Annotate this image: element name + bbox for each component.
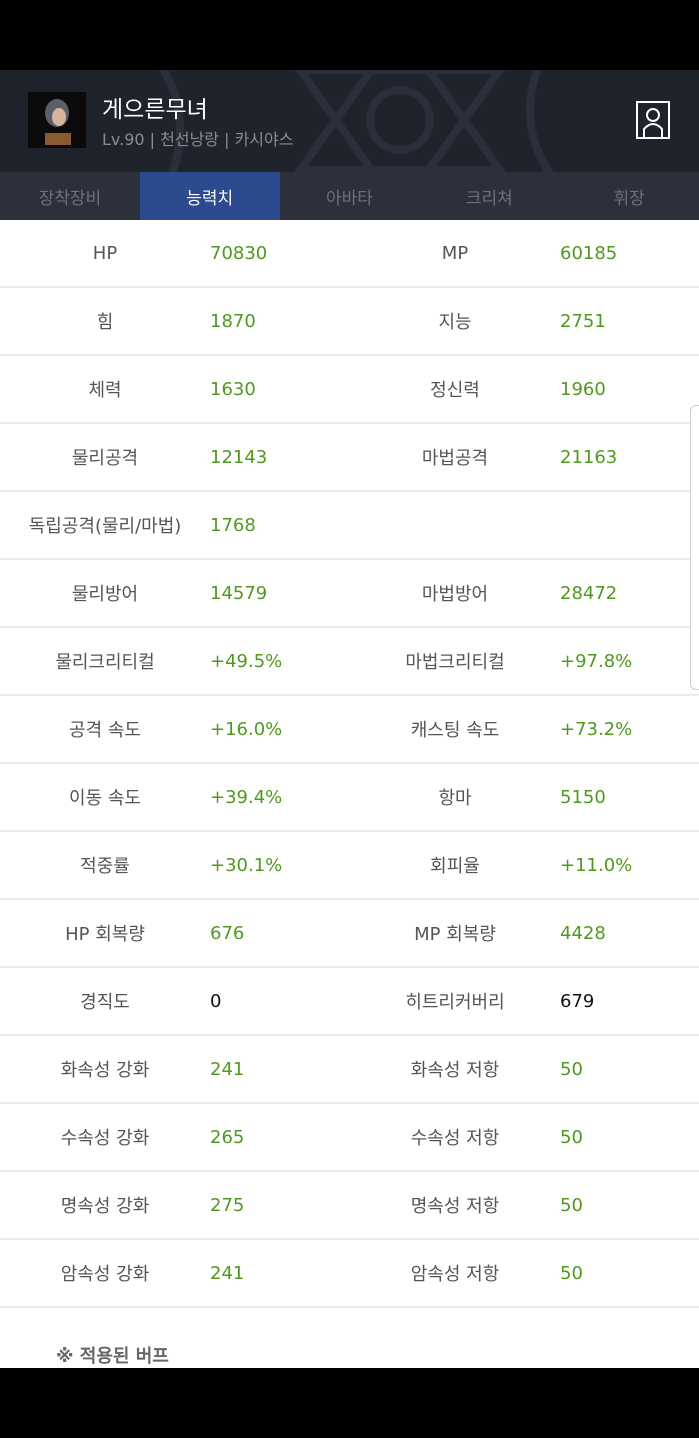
stat-label: HP (92, 242, 118, 264)
stat-value: 1870 (210, 310, 256, 332)
stat-value: 265 (210, 1126, 245, 1148)
scrollbar[interactable] (690, 405, 699, 690)
stat-row: 암속성 강화 241 암속성 저항 50 (0, 1240, 699, 1308)
stat-label: 화속성 강화 (60, 1060, 150, 1081)
stat-row: 물리공격 12143 마법공격 21163 (0, 424, 699, 492)
stat-label: 물리방어 (71, 584, 139, 605)
stat-label: MP 회복량 (414, 924, 496, 945)
character-header: 게으른무녀 Lv.90 | 천선낭랑 | 카시야스 (0, 70, 699, 172)
stat-label: 지능 (438, 312, 472, 333)
stat-value: 275 (210, 1194, 245, 1216)
tab-1[interactable]: 능력치 (139, 172, 280, 220)
character-avatar (28, 92, 86, 148)
stat-value: 50 (560, 1194, 583, 1216)
stat-label: 물리크리티컬 (55, 652, 155, 673)
applied-buffs-heading: ※ 적용된 버프 (56, 1346, 169, 1367)
stat-value: 50 (560, 1126, 583, 1148)
stat-label: 경직도 (80, 992, 130, 1013)
stat-value: 14579 (210, 582, 268, 604)
stat-value: +39.4% (210, 786, 283, 808)
stat-label: 물리공격 (71, 448, 139, 469)
stat-label: 수속성 저항 (410, 1128, 500, 1149)
stat-value: 2751 (560, 310, 606, 332)
stat-label: 캐스팅 속도 (410, 720, 500, 741)
stat-value: 50 (560, 1262, 583, 1284)
stat-value: 60185 (560, 242, 618, 264)
stat-label: 공격 속도 (69, 720, 141, 741)
stat-row: 경직도 0 히트리커버리 679 (0, 968, 699, 1036)
stat-label: 명속성 강화 (60, 1196, 150, 1217)
tab-3[interactable]: 크리쳐 (465, 188, 513, 209)
stat-value: 1630 (210, 378, 256, 400)
stat-label: 이동 속도 (69, 788, 141, 809)
stat-label: 수속성 강화 (60, 1128, 150, 1149)
stat-label: 회피율 (430, 856, 480, 877)
stat-label: 암속성 강화 (60, 1264, 150, 1285)
stat-label: 힘 (96, 312, 114, 333)
stat-label: 독립공격(물리/마법) (28, 516, 182, 537)
stat-value: 50 (560, 1058, 583, 1080)
stat-row: 체력 1630 정신력 1960 (0, 356, 699, 424)
stat-label: HP 회복량 (65, 924, 145, 945)
stat-value: +73.2% (560, 718, 633, 740)
tab-2[interactable]: 아바타 (326, 188, 373, 209)
stat-value: 70830 (210, 242, 268, 264)
stat-label: 암속성 저항 (410, 1264, 500, 1285)
stat-row: 이동 속도 +39.4% 항마 5150 (0, 764, 699, 832)
stat-value: 28472 (560, 582, 618, 604)
stat-row: HP 70830 MP 60185 (0, 220, 699, 288)
pattern-background (159, 70, 555, 172)
stats-panel: HP 70830 MP 60185 힘 1870 지능 2751 체력 1630 정신력 1960 물리… (0, 220, 699, 1368)
stat-value: +11.0% (560, 854, 633, 876)
tab-bar: 장착장비 능력치 아바타 크리쳐 휘장 (0, 172, 699, 220)
stat-label: 히트리커버리 (405, 992, 505, 1013)
stat-value: +30.1% (210, 854, 283, 876)
stat-row: 공격 속도 +16.0% 캐스팅 속도 +73.2% (0, 696, 699, 764)
stat-row: 물리방어 14579 마법방어 28472 (0, 560, 699, 628)
stat-label: 명속성 저항 (410, 1196, 500, 1217)
stat-row: 명속성 강화 275 명속성 저항 50 (0, 1172, 699, 1240)
tab-4[interactable]: 휘장 (613, 188, 645, 209)
stat-value: +16.0% (210, 718, 283, 740)
stat-label: 화속성 저항 (410, 1060, 500, 1081)
stat-row: 화속성 강화 241 화속성 저항 50 (0, 1036, 699, 1104)
character-subtitle: Lv.90 | 천선낭랑 | 카시야스 (102, 130, 294, 149)
stat-value: 241 (210, 1058, 245, 1080)
stat-label: 마법공격 (421, 448, 489, 469)
stat-value: +97.8% (560, 650, 633, 672)
profile-icon[interactable] (636, 101, 670, 139)
stat-value: 12143 (210, 446, 268, 468)
stat-value: +49.5% (210, 650, 283, 672)
stat-label: 마법크리티컬 (405, 652, 505, 673)
stat-row: HP 회복량 676 MP 회복량 4428 (0, 900, 699, 968)
stat-row: 적중률 +30.1% 회피율 +11.0% (0, 832, 699, 900)
stat-label: 적중률 (80, 856, 130, 877)
stat-label: 체력 (88, 380, 122, 401)
stat-value: 4428 (560, 922, 606, 944)
stat-value: 679 (560, 990, 595, 1012)
stat-value: 21163 (560, 446, 618, 468)
character-name: 게으른무녀 (102, 97, 208, 123)
stat-label: 항마 (438, 788, 472, 809)
stat-row: 독립공격(물리/마법) 1768 (0, 492, 699, 560)
stat-value: 676 (210, 922, 245, 944)
stat-value: 5150 (560, 786, 606, 808)
tab-0[interactable]: 장착장비 (38, 188, 102, 209)
stat-row: 물리크리티컬 +49.5% 마법크리티컬 +97.8% (0, 628, 699, 696)
stat-value: 1960 (560, 378, 606, 400)
stat-label: 마법방어 (421, 584, 489, 605)
stat-value: 1768 (210, 514, 256, 536)
stat-value: 241 (210, 1262, 245, 1284)
stat-row: 힘 1870 지능 2751 (0, 288, 699, 356)
stat-row: 수속성 강화 265 수속성 저항 50 (0, 1104, 699, 1172)
stat-label: MP (441, 242, 469, 264)
stat-value: 0 (210, 990, 222, 1012)
stat-label: 정신력 (430, 380, 480, 401)
